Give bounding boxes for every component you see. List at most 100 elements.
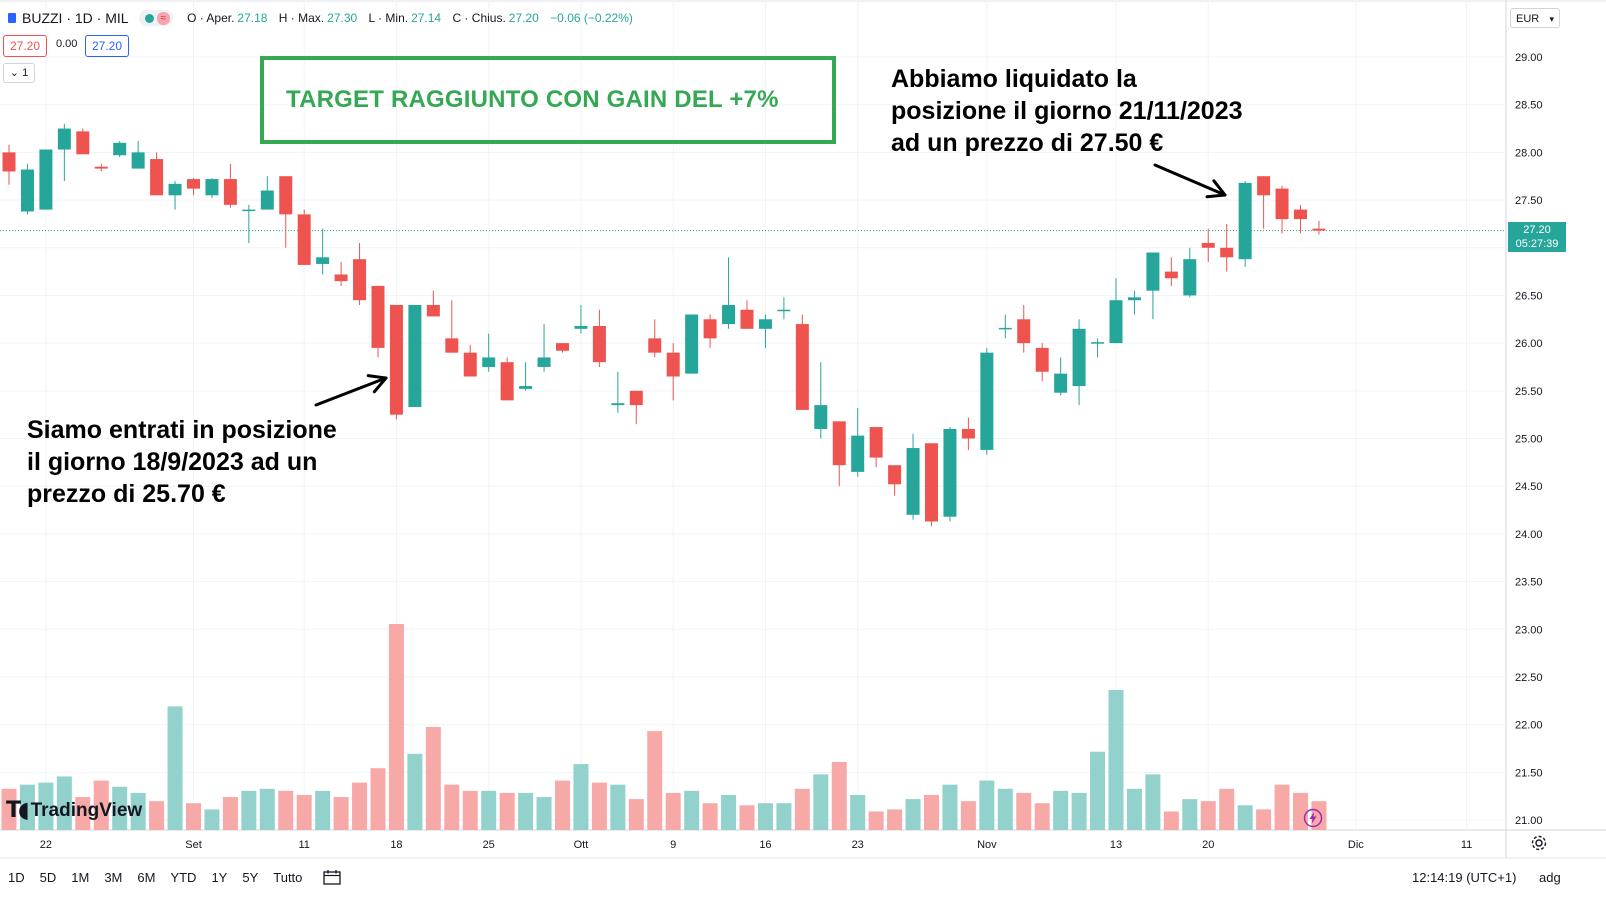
volume-bar [739, 805, 755, 830]
volume-bar [942, 784, 958, 830]
volume-bar [259, 788, 275, 830]
volume-bar [1200, 801, 1216, 830]
price-tick-label: 23.00 [1515, 624, 1543, 636]
last-price-value: 27.20 [1523, 224, 1551, 236]
volume-bar [702, 803, 718, 830]
candle-body [242, 209, 256, 212]
candle-body [998, 327, 1012, 330]
period-1d[interactable]: 1D [8, 869, 25, 885]
candle-body [260, 190, 274, 210]
period-3m[interactable]: 3M [104, 869, 123, 885]
volume-bar [1034, 803, 1050, 830]
candle-body [703, 319, 717, 339]
candle-body [1275, 188, 1289, 220]
volume-bar [186, 803, 201, 830]
indicator-collapse-button[interactable]: ⌄ 1 [3, 63, 35, 83]
period-6m[interactable]: 6M [137, 869, 156, 885]
volume-bar [93, 780, 109, 830]
volume-bar [1071, 792, 1087, 830]
lightning-icon[interactable] [1303, 808, 1323, 828]
time-tick-label: 16 [759, 839, 771, 851]
candle-body [371, 285, 385, 348]
clock-timezone[interactable]: 12:14:19 (UTC+1) [1412, 870, 1517, 885]
candle-body [1109, 300, 1123, 344]
tradingview-logo-icon: T◖ [6, 798, 30, 823]
time-tick-label: Dic [1348, 839, 1364, 851]
candle-body [795, 324, 809, 410]
symbol-title[interactable]: BUZZI · 1D · MIL [22, 10, 129, 26]
price-tick-label: 21.50 [1515, 767, 1543, 779]
candle-body [1183, 259, 1197, 296]
adjust-toggle[interactable]: adg [1539, 870, 1561, 885]
period-5y[interactable]: 5Y [242, 869, 259, 885]
volume-bar [794, 788, 810, 830]
exit-arrow-head [1205, 179, 1227, 199]
time-tick-label: 22 [40, 839, 52, 851]
volume-bar [997, 788, 1013, 830]
candle-body [574, 325, 588, 329]
candle-body [1312, 228, 1326, 231]
candle-body [537, 357, 551, 367]
candle-body [1127, 297, 1141, 301]
volume-bar [887, 809, 903, 830]
open-value: 27.18 [237, 11, 268, 25]
volume-bar [1163, 811, 1179, 830]
close-value: 27.20 [508, 11, 539, 25]
settings-gear-icon[interactable] [1530, 834, 1548, 852]
tradingview-logo[interactable]: T◖ TradingView [6, 798, 142, 823]
time-tick-label: 18 [390, 839, 402, 851]
candle-body [482, 357, 496, 367]
volume-bar [1053, 790, 1069, 830]
candle-body [1257, 176, 1271, 196]
candle-body [20, 169, 34, 212]
volume-bar [425, 727, 441, 830]
time-tick-label: Nov [977, 839, 997, 851]
candle-body [57, 128, 71, 150]
volume-bar [757, 803, 773, 830]
candle-body [1294, 209, 1307, 220]
price-tick-label: 28.00 [1515, 147, 1543, 159]
price-tick-label: 24.50 [1515, 481, 1543, 493]
candle-body [113, 142, 127, 156]
candle-body [592, 325, 606, 363]
period-1m[interactable]: 1M [71, 869, 90, 885]
period-all[interactable]: Tutto [273, 869, 303, 885]
candle-body [906, 448, 920, 515]
price-tick-label: 27.50 [1515, 195, 1543, 207]
candle-body [832, 421, 846, 466]
price-tick-label: 21.00 [1515, 815, 1543, 827]
volume-bar [924, 794, 939, 830]
volume-bar [628, 799, 644, 830]
bar-countdown: 05:27:39 [1515, 238, 1559, 250]
candle-body [925, 443, 938, 522]
period-ytd[interactable]: YTD [170, 869, 197, 885]
period-1y[interactable]: 1Y [211, 869, 228, 885]
candle-body [666, 352, 680, 377]
volume-bar [1016, 792, 1032, 830]
candle-body [869, 427, 883, 458]
calendar-icon[interactable] [323, 869, 342, 885]
volume-bar [850, 794, 866, 830]
buy-price-button[interactable]: 27.20 [85, 35, 130, 57]
market-status[interactable]: ≈ [138, 10, 174, 26]
spread-value: 0.00 [56, 38, 78, 50]
volume-bar [610, 784, 626, 830]
candle-body [1220, 247, 1234, 258]
target-annotation-box[interactable]: TARGET RAGGIUNTO CON GAIN DEL +7% [260, 56, 836, 144]
candle-body [279, 176, 293, 215]
volume-bar [1, 788, 17, 830]
period-5d[interactable]: 5D [39, 869, 57, 885]
candle-body [187, 179, 200, 189]
symbol-header: BUZZI · 1D · MIL ≈ O · Aper. 27.18 H · Ma… [0, 0, 641, 36]
volume-bar [352, 782, 368, 830]
price-tick-label: 26.50 [1515, 290, 1543, 302]
sell-price-button[interactable]: 27.20 [3, 35, 48, 57]
currency-select[interactable]: EUR ▾ [1510, 8, 1560, 28]
candle-body [500, 362, 514, 401]
entry-annotation[interactable]: Siamo entrati in posizione il giorno 18/… [27, 414, 337, 510]
exit-annotation[interactable]: Abbiamo liquidato la posizione il giorno… [891, 63, 1243, 159]
entry-annotation-line: il giorno 18/9/2023 ad un [27, 448, 318, 476]
time-tick-label: 11 [298, 839, 309, 851]
volume-bar [1274, 784, 1290, 830]
